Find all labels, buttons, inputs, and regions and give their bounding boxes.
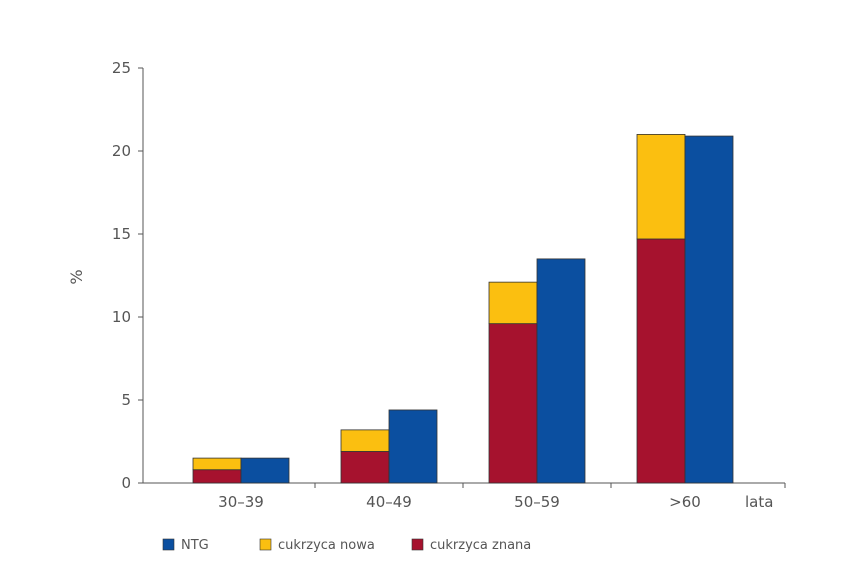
bar-cukrzyca-nowa-0 (192, 457, 242, 471)
y-tick-label: 10 (112, 308, 131, 326)
y-axis-label: % (67, 269, 86, 284)
bar-NTG-2 (536, 258, 586, 484)
y-tick-label: 0 (121, 474, 131, 492)
bar-NTG-1 (388, 409, 438, 484)
bar-NTG-3 (684, 135, 734, 484)
legend-label: cukrzyca nowa (278, 538, 375, 553)
bars (192, 133, 734, 484)
bar-cukrzyca-znana-1 (340, 451, 390, 484)
y-tick-label: 5 (121, 391, 131, 409)
y-tick-label: 25 (112, 59, 131, 77)
legend-swatch (259, 538, 272, 551)
bar-cukrzyca-znana-3 (636, 238, 686, 484)
x-ticks: 30–39 40–49 50–59 >60 (218, 483, 786, 511)
legend-swatch (411, 538, 424, 551)
y-tick-label: 20 (112, 142, 131, 160)
legend-label: NTG (181, 538, 209, 553)
x-axis-label: lata (745, 493, 773, 511)
bar-cukrzyca-nowa-2 (488, 281, 538, 325)
bar-NTG-0 (240, 457, 290, 484)
x-tick-label: 50–59 (514, 493, 560, 511)
y-tick-label: 15 (112, 225, 131, 243)
y-ticks: 0 5 10 15 20 25 (112, 59, 143, 492)
legend-label: cukrzyca znana (430, 538, 531, 553)
x-tick-label: 30–39 (218, 493, 264, 511)
bar-cukrzyca-nowa-3 (636, 133, 686, 240)
bar-cukrzyca-znana-2 (488, 323, 538, 484)
legend-swatch (162, 538, 175, 551)
legend: NTG cukrzyca nowa cukrzyca znana (162, 538, 531, 553)
x-tick-label: >60 (669, 493, 701, 511)
bar-cukrzyca-znana-0 (192, 469, 242, 484)
bar-cukrzyca-nowa-1 (340, 429, 390, 452)
x-tick-label: 40–49 (366, 493, 412, 511)
